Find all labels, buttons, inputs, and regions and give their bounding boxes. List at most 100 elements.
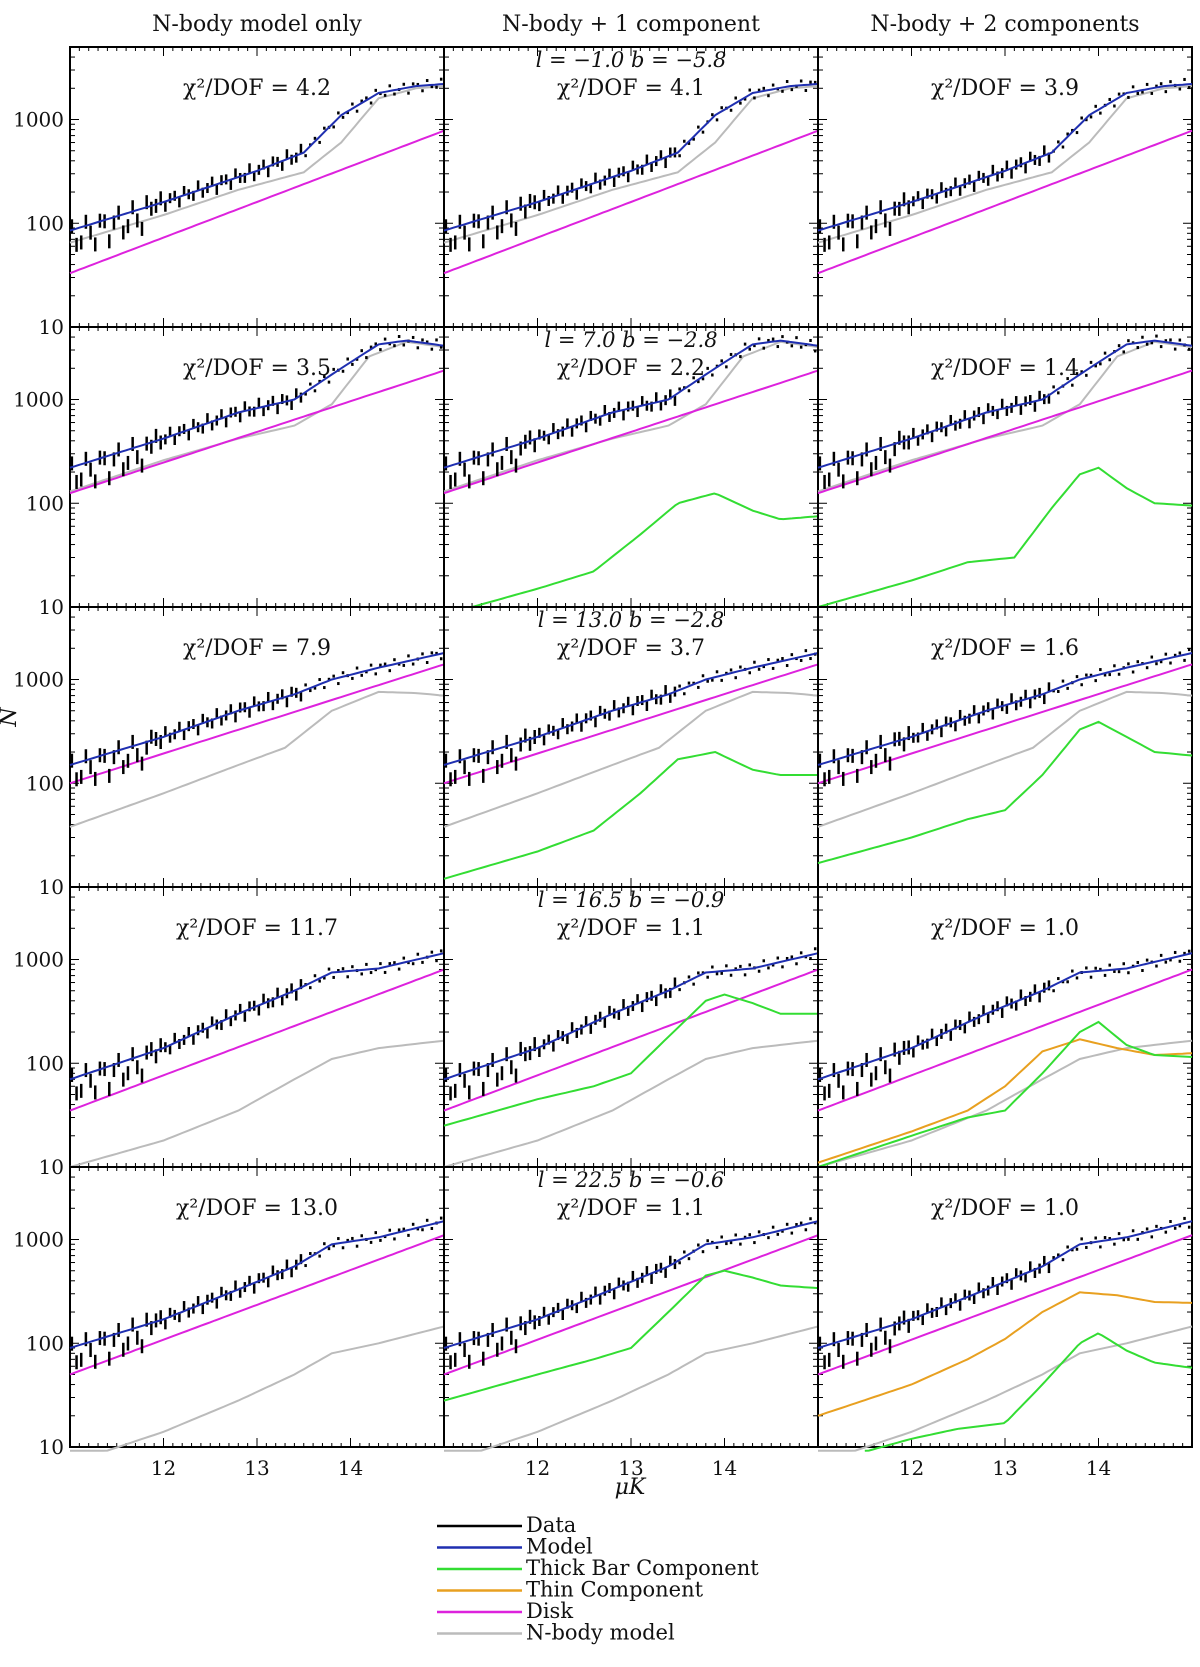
y-tick-label: 100	[26, 1051, 64, 1075]
model-line	[69, 339, 445, 469]
legend-label: Thick Bar Component	[526, 1556, 759, 1580]
chi2-label: χ²/DOF = 3.9	[931, 76, 1079, 101]
nbody-model-line	[817, 85, 1193, 244]
y-tick-label: 1000	[13, 948, 64, 972]
panel-r3-c2: χ²/DOF = 3.7	[443, 606, 819, 888]
model-line	[443, 1220, 819, 1349]
chi2-label: χ²/DOF = 11.7	[176, 916, 338, 941]
coords-label: l = 7.0 b = −2.8	[544, 328, 717, 352]
y-tick-label: 100	[26, 1331, 64, 1355]
x-tick-label: 12	[525, 1456, 550, 1480]
legend-label: Thin Component	[526, 1578, 704, 1602]
model-line	[443, 652, 819, 766]
disk-line	[817, 663, 1193, 785]
panel-r3-c3: χ²/DOF = 1.6	[817, 606, 1193, 888]
x-tick-label: 14	[1086, 1456, 1111, 1480]
panel-r1-c2: χ²/DOF = 4.1	[443, 46, 819, 328]
data-points	[818, 77, 1191, 252]
x-tick-label: 13	[992, 1456, 1017, 1480]
model-line	[817, 339, 1193, 469]
data-points	[818, 1216, 1191, 1370]
disk-line	[69, 369, 445, 495]
disk-line	[69, 129, 445, 275]
coords-label: l = 16.5 b = −0.9	[538, 888, 724, 912]
panel-r4-c3: χ²/DOF = 1.0	[817, 886, 1193, 1168]
data-points	[70, 334, 443, 489]
y-tick-label: 100	[26, 771, 64, 795]
panel-r2-c1: 10 100 1000 χ²/DOF = 3.5	[13, 326, 445, 619]
data-points	[70, 77, 443, 252]
legend-label: Disk	[526, 1599, 573, 1623]
data-points	[818, 648, 1191, 787]
nbody-model-line	[817, 1039, 1193, 1168]
y-tick-label: 10	[39, 595, 64, 619]
thick-bar-line	[471, 492, 819, 608]
coords-label: l = −1.0 b = −5.8	[536, 48, 727, 72]
y-tick-label: 10	[39, 875, 64, 899]
model-line	[443, 339, 819, 469]
panel-r4-c2: χ²/DOF = 1.1	[443, 886, 819, 1168]
panel-r1-c3: χ²/DOF = 3.9	[817, 46, 1193, 328]
x-tick-label: 12	[151, 1456, 176, 1480]
legend-label: N-body model	[526, 1621, 675, 1645]
nbody-model-line	[817, 690, 1193, 828]
data-points	[444, 947, 817, 1101]
thin-component-line	[817, 1038, 1193, 1164]
legend-label: Data	[526, 1513, 576, 1537]
panel-r1-c1: 10 100 1000 χ²/DOF = 4.2	[13, 46, 445, 339]
disk-line	[817, 1234, 1193, 1376]
nbody-model-line	[818, 1325, 1193, 1452]
model-line	[443, 952, 819, 1081]
y-tick-label: 10	[39, 1155, 64, 1179]
nbody-model-line	[444, 1325, 819, 1452]
data-points	[70, 651, 443, 787]
panel-r2-c2: χ²/DOF = 2.2	[443, 326, 819, 608]
model-line	[69, 1220, 445, 1349]
y-tick-label: 100	[26, 211, 64, 235]
y-axis-label: N	[0, 707, 22, 728]
data-points	[70, 1216, 443, 1370]
panel-r5-c2: 12 13 14 χ²/DOF = 1.1	[443, 1166, 819, 1480]
panel-r4-c1: 10 100 1000 χ²/DOF = 11.7	[13, 886, 445, 1179]
data-points	[444, 79, 817, 252]
thick-bar-line	[864, 1332, 1193, 1452]
nbody-model-line	[69, 340, 445, 493]
y-tick-label: 100	[26, 491, 64, 515]
thick-bar-line	[443, 993, 818, 1127]
nbody-model-line	[69, 1039, 445, 1168]
chi2-label: χ²/DOF = 7.9	[183, 636, 331, 661]
model-line	[817, 83, 1193, 232]
column-title-1: N-body model only	[152, 12, 362, 37]
nbody-model-line	[69, 85, 445, 244]
disk-line	[443, 968, 819, 1112]
model-line	[817, 652, 1193, 766]
chi2-label: χ²/DOF = 1.0	[931, 916, 1079, 941]
y-tick-label: 10	[39, 1435, 64, 1459]
disk-line	[443, 663, 819, 785]
disk-line	[69, 968, 445, 1112]
thick-bar-line	[443, 1269, 819, 1402]
chi2-label: χ²/DOF = 1.4	[931, 356, 1079, 381]
legend-item: Thin Component	[437, 1578, 704, 1602]
legend-item: Data	[437, 1513, 576, 1537]
thick-bar-line	[817, 720, 1193, 865]
chi2-label: χ²/DOF = 1.1	[557, 916, 705, 941]
coords-label: l = 13.0 b = −2.8	[538, 608, 724, 632]
coords-label: l = 22.5 b = −0.6	[538, 1168, 724, 1192]
chi2-label: χ²/DOF = 2.2	[557, 356, 705, 381]
disk-line	[443, 369, 819, 495]
panel-r5-c3: 12 13 14 χ²/DOF = 1.0	[817, 1166, 1193, 1480]
model-line	[443, 83, 819, 232]
nbody-model-line	[443, 1039, 819, 1168]
disk-line	[817, 129, 1193, 275]
x-axis-label: μK	[615, 1475, 647, 1500]
legend-item: Model	[437, 1535, 593, 1559]
column-title-3: N-body + 2 components	[870, 12, 1139, 37]
model-line	[69, 952, 445, 1081]
chi2-label: χ²/DOF = 3.5	[183, 356, 331, 381]
data-points	[818, 949, 1191, 1101]
legend-label: Model	[526, 1535, 593, 1559]
panel-r3-c1: 10 100 1000 χ²/DOF = 7.9	[13, 606, 445, 899]
panel-r5-c1: 10 100 1000 12 13 14 χ²/DOF = 13.0	[13, 1166, 445, 1480]
